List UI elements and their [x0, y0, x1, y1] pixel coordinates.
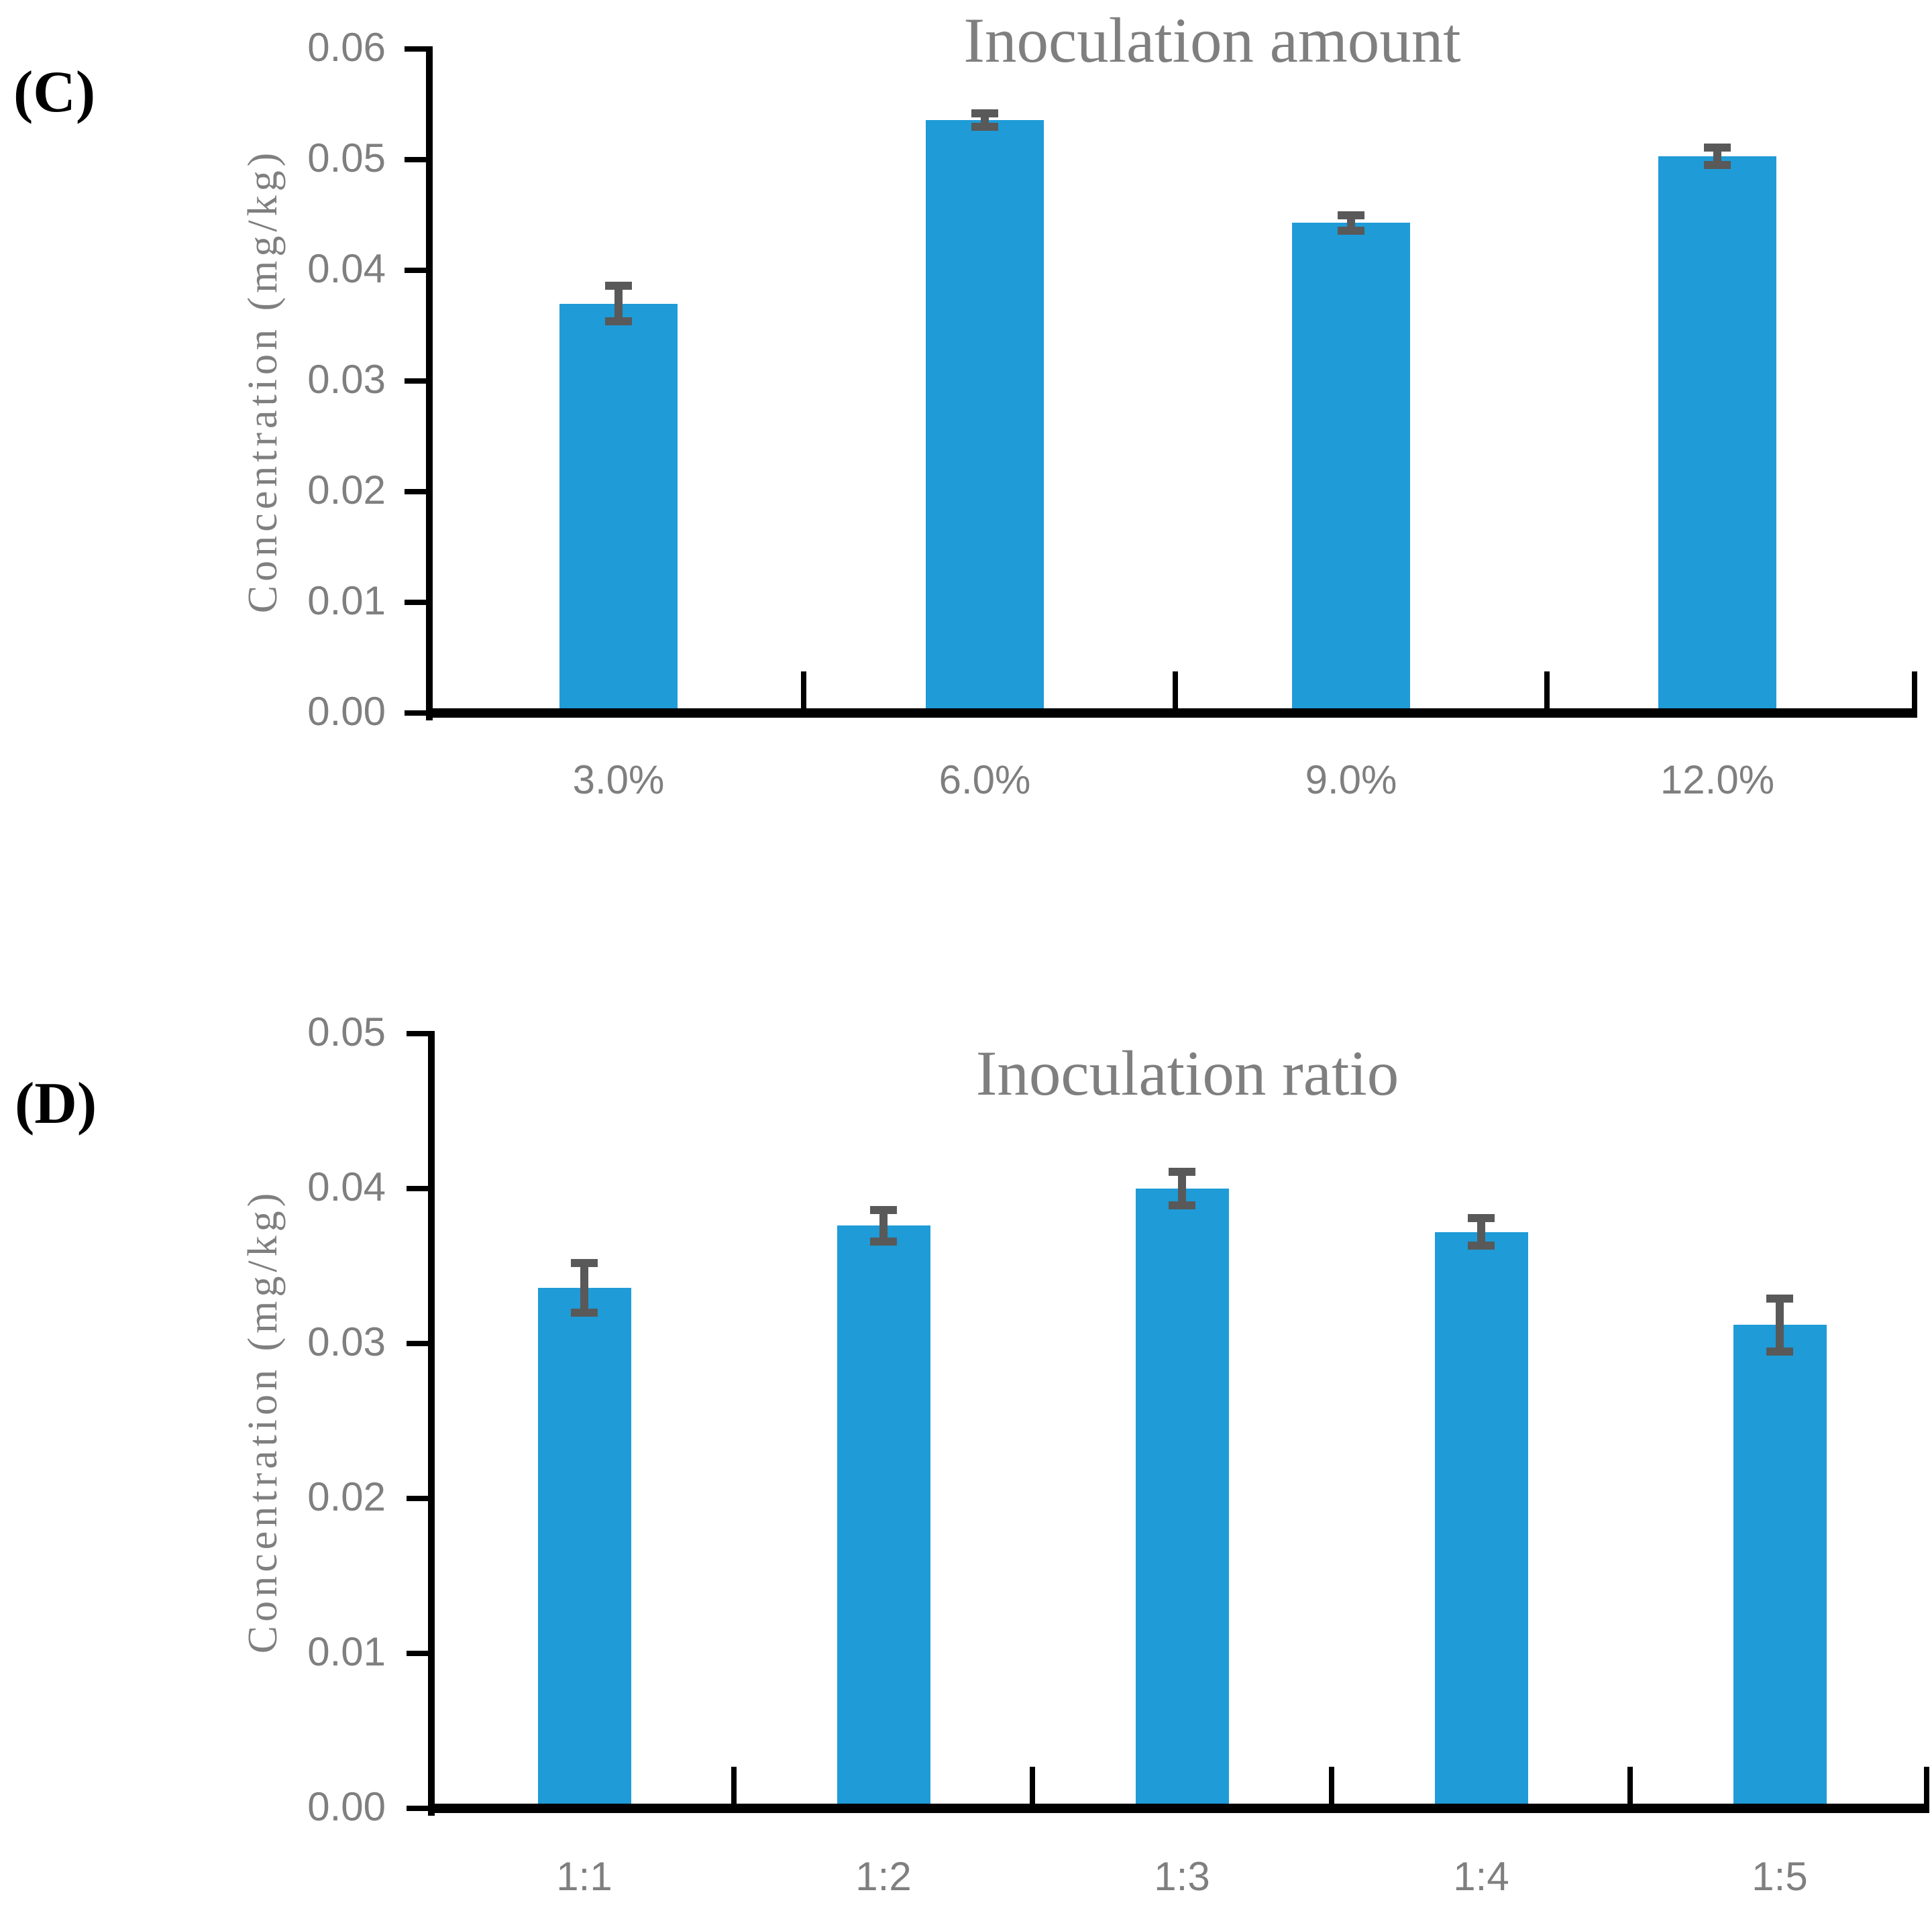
error-bar-cap [1338, 211, 1364, 219]
bar [1733, 1325, 1827, 1811]
y-axis-line [428, 1031, 435, 1816]
error-bar-cap [1169, 1201, 1195, 1210]
y-tick [405, 46, 426, 52]
x-tick [731, 1767, 737, 1804]
x-category-label: 12.0% [1660, 757, 1775, 802]
y-tick [405, 268, 426, 273]
error-bar-cap [870, 1206, 897, 1215]
y-tick-label: 0.00 [307, 1784, 386, 1829]
error-bar-cap [571, 1308, 598, 1317]
x-tick [801, 671, 806, 708]
error-bar-cap [971, 109, 998, 117]
y-tick [405, 378, 426, 384]
y-tick-label: 0.01 [307, 1629, 386, 1674]
y-tick-label: 0.04 [307, 246, 386, 291]
x-category-label: 3.0% [572, 757, 665, 802]
error-bar-stem [1776, 1299, 1784, 1352]
y-tick-label: 0.05 [307, 1009, 386, 1054]
bar [1135, 1189, 1229, 1811]
x-category-label: 1:2 [855, 1854, 912, 1899]
y-tick-label: 0.04 [307, 1164, 386, 1209]
y-tick-label: 0.00 [307, 689, 386, 734]
x-category-label: 9.0% [1305, 757, 1397, 802]
x-tick [1329, 1767, 1334, 1804]
panel-label-c: (C) [13, 60, 96, 125]
y-tick [407, 1186, 428, 1191]
y-tick-label: 0.01 [307, 578, 386, 623]
error-bar-cap [1338, 226, 1364, 235]
y-axis-title: Concentration (mg/kg) [240, 1189, 286, 1653]
x-axis-line [426, 708, 1917, 718]
y-tick [405, 600, 426, 605]
y-tick [407, 1651, 428, 1656]
y-tick-label: 0.03 [307, 357, 386, 402]
bar [559, 303, 678, 716]
bar [837, 1225, 930, 1811]
bar [1658, 156, 1776, 716]
x-category-label: 1:1 [556, 1854, 612, 1899]
y-tick [407, 1341, 428, 1346]
x-category-label: 1:4 [1453, 1854, 1509, 1899]
x-tick [1924, 1767, 1929, 1804]
error-bar-stem [1477, 1217, 1485, 1246]
x-category-label: 1:3 [1154, 1854, 1210, 1899]
y-tick [407, 1031, 428, 1036]
y-tick [405, 710, 426, 716]
error-bar-cap [571, 1258, 598, 1267]
x-axis-line [428, 1804, 1929, 1813]
error-bar-cap [870, 1237, 897, 1246]
y-tick [405, 157, 426, 162]
error-bar-stem [1713, 147, 1721, 166]
bar [1434, 1232, 1528, 1811]
bar [537, 1287, 631, 1811]
y-tick-label: 0.02 [307, 1474, 386, 1519]
chart-title: Inoculation ratio [975, 1038, 1399, 1109]
y-axis-line [426, 46, 433, 720]
x-tick [1544, 671, 1550, 708]
y-tick-label: 0.02 [307, 468, 386, 512]
y-tick [407, 1496, 428, 1501]
error-bar-cap [971, 122, 998, 131]
chart-title: Inoculation amount [963, 5, 1461, 76]
error-bar-cap [1468, 1242, 1495, 1250]
error-bar-cap [1704, 143, 1731, 152]
error-bar-cap [1766, 1295, 1793, 1303]
error-bar-stem [879, 1210, 888, 1242]
x-category-label: 6.0% [938, 757, 1031, 802]
error-bar-stem [1178, 1171, 1186, 1206]
bar [926, 119, 1044, 716]
x-tick [1912, 671, 1917, 708]
y-tick-label: 0.06 [307, 25, 386, 70]
y-tick [407, 1806, 428, 1811]
error-bar-cap [605, 317, 632, 325]
error-bar-stem [614, 286, 623, 321]
error-bar-cap [1766, 1347, 1793, 1356]
y-tick [405, 489, 426, 494]
y-tick-label: 0.03 [307, 1319, 386, 1364]
error-bar-cap [605, 282, 632, 290]
x-category-label: 1:5 [1752, 1854, 1808, 1899]
x-tick [1173, 671, 1178, 708]
error-bar-stem [580, 1262, 588, 1313]
error-bar-cap [1468, 1213, 1495, 1222]
panel-label-d: (D) [15, 1071, 97, 1136]
bar [1292, 223, 1410, 716]
x-tick [1627, 1767, 1633, 1804]
error-bar-cap [1704, 161, 1731, 170]
error-bar-cap [1169, 1167, 1195, 1176]
y-tick-label: 0.05 [307, 135, 386, 180]
x-tick [1030, 1767, 1035, 1804]
